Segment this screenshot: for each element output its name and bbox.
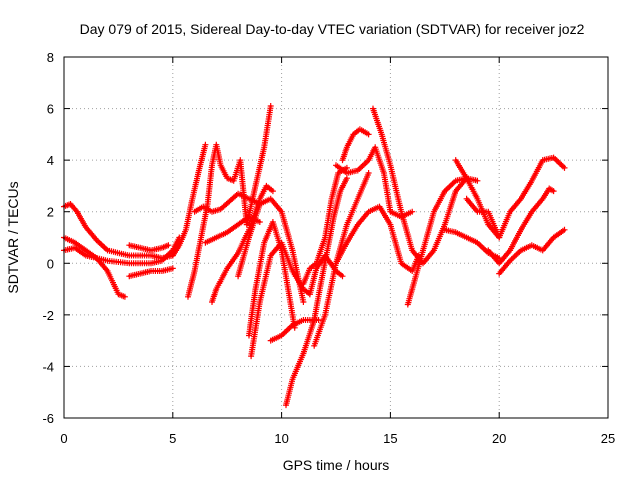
grid bbox=[63, 56, 609, 419]
series-track-7 bbox=[185, 103, 274, 300]
series-track-15 bbox=[283, 175, 350, 409]
series-markers bbox=[191, 190, 263, 215]
series-layer bbox=[61, 103, 568, 409]
x-tick-label: 20 bbox=[492, 431, 506, 446]
series-markers bbox=[463, 154, 568, 241]
series-track-27 bbox=[485, 185, 557, 267]
y-tick-label: -6 bbox=[42, 411, 54, 426]
series-markers bbox=[485, 185, 557, 267]
x-tick-label: 25 bbox=[601, 431, 615, 446]
series-track-28 bbox=[496, 226, 568, 277]
series-track-3 bbox=[61, 234, 183, 267]
series-markers bbox=[61, 234, 128, 300]
series-markers bbox=[370, 105, 470, 267]
series-track-23 bbox=[404, 175, 481, 308]
series-track-8 bbox=[191, 190, 263, 215]
series-track-20 bbox=[339, 126, 372, 164]
x-axis-label: GPS time / hours bbox=[283, 457, 390, 473]
y-tick-label: 0 bbox=[47, 256, 54, 271]
x-tick-label: 10 bbox=[274, 431, 288, 446]
x-tick-label: 15 bbox=[383, 431, 397, 446]
y-tick-label: 8 bbox=[47, 50, 54, 65]
series-track-4 bbox=[126, 265, 176, 280]
plot-frame bbox=[63, 56, 609, 419]
series-markers bbox=[169, 141, 209, 259]
series-track-13 bbox=[235, 195, 307, 305]
x-tick-label: 5 bbox=[169, 431, 176, 446]
series-track-21 bbox=[333, 203, 422, 274]
series-track-26 bbox=[463, 154, 568, 241]
series-markers bbox=[404, 175, 481, 308]
series-track-11 bbox=[246, 219, 298, 339]
series-markers bbox=[339, 126, 372, 164]
series-markers bbox=[246, 219, 298, 339]
series-markers bbox=[333, 203, 422, 274]
y-tick-label: 6 bbox=[47, 102, 54, 117]
series-markers bbox=[126, 265, 176, 280]
y-axis-label: SDTVAR / TECUs bbox=[5, 181, 21, 293]
series-track-22 bbox=[370, 105, 470, 267]
series-markers bbox=[126, 242, 172, 254]
series-track-18 bbox=[306, 252, 346, 298]
y-tick-label: -4 bbox=[42, 359, 54, 374]
y-tick-label: 4 bbox=[47, 153, 54, 168]
series-markers bbox=[306, 252, 346, 298]
series-markers bbox=[496, 226, 568, 277]
series-markers bbox=[235, 195, 307, 305]
x-tick-label: 0 bbox=[60, 431, 67, 446]
y-tick-label: -2 bbox=[42, 308, 54, 323]
series-track-5 bbox=[126, 242, 172, 254]
x-axis-ticks: 0 5 10 15 20 25 bbox=[60, 57, 615, 446]
series-line bbox=[465, 156, 566, 239]
series-markers bbox=[300, 164, 350, 287]
series-markers bbox=[283, 175, 350, 409]
series-track-6 bbox=[169, 141, 209, 259]
y-axis-ticks: -6 -4 -2 0 2 4 6 8 bbox=[42, 50, 608, 426]
chart-title: Day 079 of 2015, Sidereal Day-to-day VTE… bbox=[80, 21, 585, 37]
y-tick-label: 2 bbox=[47, 205, 54, 220]
series-track-1 bbox=[61, 234, 128, 300]
series-track-17 bbox=[300, 164, 350, 287]
